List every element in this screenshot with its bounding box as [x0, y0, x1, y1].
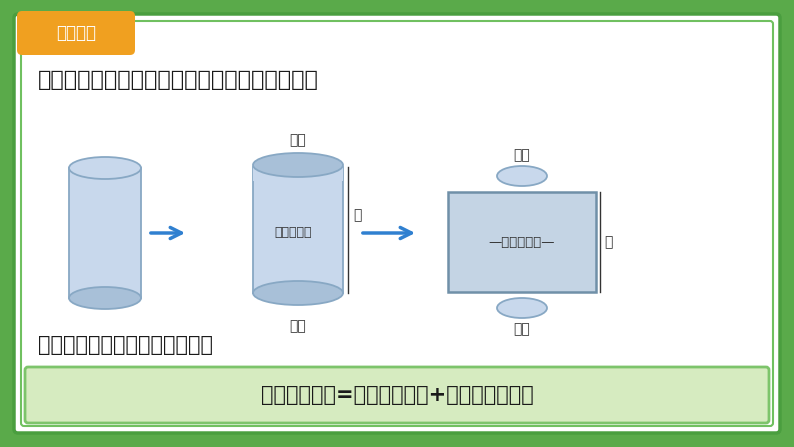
FancyBboxPatch shape — [14, 14, 780, 433]
Text: 底面: 底面 — [290, 133, 306, 147]
Text: 底面: 底面 — [290, 319, 306, 333]
Text: 在前面的学习中，我们已经知道圆柱的展开图。: 在前面的学习中，我们已经知道圆柱的展开图。 — [38, 70, 319, 90]
Text: 底面: 底面 — [514, 322, 530, 336]
Bar — [253, 167, 343, 293]
Text: 底面的周长: 底面的周长 — [274, 225, 312, 239]
Ellipse shape — [69, 287, 141, 309]
Bar — [253, 167, 343, 181]
Ellipse shape — [253, 153, 343, 177]
Text: 探究新知: 探究新知 — [56, 24, 96, 42]
Ellipse shape — [69, 157, 141, 179]
Text: 高: 高 — [353, 208, 361, 222]
Ellipse shape — [497, 166, 547, 186]
Ellipse shape — [253, 281, 343, 305]
Text: —底面的周长—: —底面的周长— — [489, 236, 555, 249]
Text: 底面: 底面 — [514, 148, 530, 162]
FancyBboxPatch shape — [17, 11, 135, 55]
Text: 圆柱的表面积=圆柱的侧面积+两个底面的面积: 圆柱的表面积=圆柱的侧面积+两个底面的面积 — [260, 385, 534, 405]
Ellipse shape — [497, 298, 547, 318]
Text: 仔细观察上图，你能发现什么？: 仔细观察上图，你能发现什么？ — [38, 335, 213, 355]
Bar — [448, 192, 596, 292]
Bar — [69, 168, 141, 298]
FancyBboxPatch shape — [25, 367, 769, 423]
Text: 高: 高 — [604, 235, 612, 249]
